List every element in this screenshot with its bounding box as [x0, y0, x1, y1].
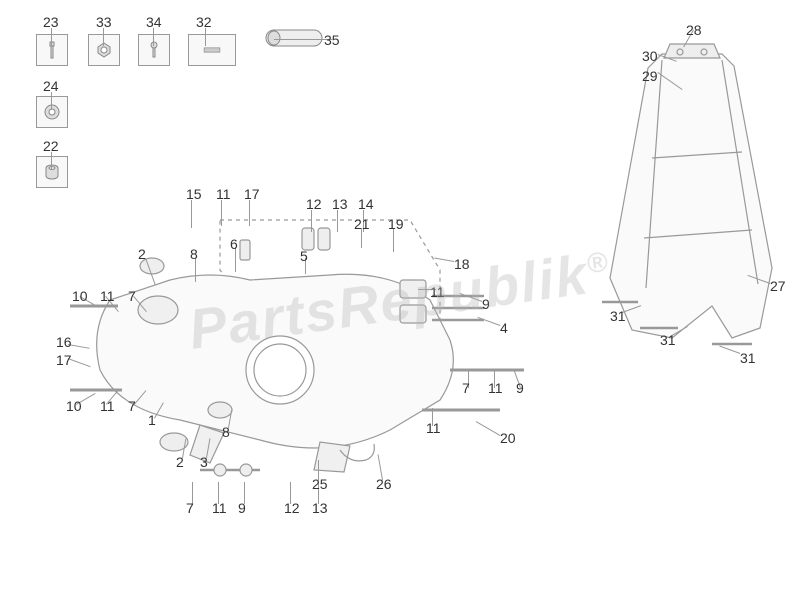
callout-7: 7: [128, 398, 136, 414]
callout-7: 7: [128, 288, 136, 304]
leader-line: [153, 28, 154, 46]
callout-19: 19: [388, 216, 404, 232]
leader-line: [205, 28, 206, 46]
callout-13: 13: [332, 196, 348, 212]
leader-line: [221, 200, 222, 226]
callout-33: 33: [96, 14, 112, 30]
callout-20: 20: [500, 430, 516, 446]
callout-2: 2: [176, 454, 184, 470]
part-35-tube: [264, 24, 324, 52]
callout-26: 26: [376, 476, 392, 492]
callout-27: 27: [770, 278, 786, 294]
leader-line: [51, 152, 52, 170]
callout-15: 15: [186, 186, 202, 202]
callout-18: 18: [454, 256, 470, 272]
callout-8: 8: [222, 424, 230, 440]
leader-line: [103, 28, 104, 46]
callout-11: 11: [100, 398, 115, 414]
callout-16: 16: [56, 334, 72, 350]
callout-17: 17: [244, 186, 260, 202]
callout-11: 11: [430, 284, 445, 300]
callout-2: 2: [138, 246, 146, 262]
callout-1: 1: [148, 412, 156, 428]
callout-30: 30: [642, 48, 658, 64]
callout-7: 7: [462, 380, 470, 396]
callout-10: 10: [72, 288, 88, 304]
icon-box-nut: [88, 34, 120, 66]
callout-24: 24: [43, 78, 59, 94]
callout-11: 11: [212, 500, 227, 516]
callout-29: 29: [642, 68, 658, 84]
callout-31: 31: [660, 332, 676, 348]
leader-line: [191, 200, 192, 228]
callout-5: 5: [300, 248, 308, 264]
callout-34: 34: [146, 14, 162, 30]
callout-10: 10: [66, 398, 82, 414]
callout-12: 12: [306, 196, 322, 212]
callout-25: 25: [312, 476, 328, 492]
callout-11: 11: [426, 420, 441, 436]
callout-13: 13: [312, 500, 328, 516]
diagram-container: 2333343235242228302927313131151117121314…: [0, 0, 800, 600]
callout-4: 4: [500, 320, 508, 336]
leader-line: [311, 210, 312, 232]
callout-12: 12: [284, 500, 300, 516]
icon-box-bushing: [36, 156, 68, 188]
callout-8: 8: [190, 246, 198, 262]
callout-28: 28: [686, 22, 702, 38]
leader-line: [51, 28, 52, 46]
callout-31: 31: [740, 350, 756, 366]
callout-23: 23: [43, 14, 59, 30]
callout-9: 9: [516, 380, 524, 396]
icon-box-plate: [188, 34, 236, 66]
leader-line: [51, 92, 52, 110]
icon-box-ring: [36, 96, 68, 128]
callout-11: 11: [100, 288, 115, 304]
callout-9: 9: [482, 296, 490, 312]
icon-box-screw: [138, 34, 170, 66]
leader-line: [337, 210, 338, 232]
icon-box-bolt: [36, 34, 68, 66]
callout-11: 11: [216, 186, 231, 202]
callout-21: 21: [354, 216, 370, 232]
leader-line: [249, 200, 250, 226]
callout-32: 32: [196, 14, 212, 30]
callout-31: 31: [610, 308, 626, 324]
callout-6: 6: [230, 236, 238, 252]
callout-11: 11: [488, 380, 503, 396]
callout-9: 9: [238, 500, 246, 516]
callout-14: 14: [358, 196, 374, 212]
callout-35: 35: [324, 32, 340, 48]
callout-22: 22: [43, 138, 59, 154]
callout-7: 7: [186, 500, 194, 516]
callout-3: 3: [200, 454, 208, 470]
callout-17: 17: [56, 352, 72, 368]
